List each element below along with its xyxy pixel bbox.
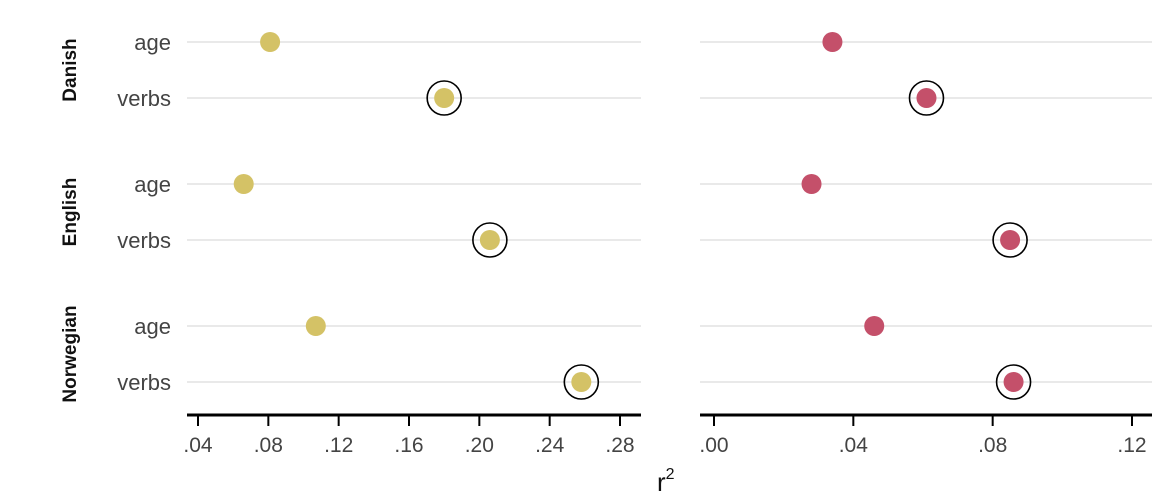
point-danish-age-panel-1: [260, 32, 281, 52]
point-norwegian-verbs-panel-2: [1003, 372, 1024, 392]
x-tick-label: .20: [465, 434, 494, 457]
x-tick-label: .04: [183, 434, 213, 457]
highlight-ring-english-verbs: [992, 222, 1028, 258]
point-norwegian-age-panel-2: [864, 316, 885, 336]
x-tick-label: .12: [324, 434, 353, 457]
data-points: [233, 32, 1032, 400]
row-label-english-verbs: verbs: [117, 228, 171, 253]
row-label-norwegian-verbs: verbs: [117, 370, 171, 395]
x-axes: .04 .08 .12 .16 .20 .24 .28 .00 .04 .08 .12: [183, 413, 1152, 457]
x-tick-label: .04: [839, 434, 869, 457]
point-english-age-panel-2: [801, 174, 822, 194]
highlight-ring-danish-verbs: [426, 80, 462, 116]
highlight-ring-english-verbs: [472, 222, 508, 258]
point-danish-age-panel-2: [822, 32, 843, 52]
highlight-ring-norwegian-verbs: [995, 364, 1032, 400]
point-norwegian-age-panel-1: [305, 316, 326, 336]
group-label-english: English: [60, 178, 81, 247]
x-tick-label: .16: [394, 434, 423, 457]
gridlines: [187, 41, 1152, 383]
point-english-age-panel-1: [233, 174, 254, 194]
highlight-ring-danish-verbs: [908, 80, 945, 116]
row-label-danish-verbs: verbs: [117, 86, 171, 111]
x-tick-label: .00: [699, 434, 728, 457]
group-label-norwegian: Norwegian: [60, 305, 81, 402]
row-label-english-age: age: [134, 172, 171, 197]
highlight-ring-norwegian-verbs: [563, 364, 600, 400]
point-english-verbs-panel-1: [479, 230, 500, 250]
x-axis-title: r2: [657, 466, 675, 497]
x-tick-label: .08: [978, 434, 1007, 457]
point-danish-verbs-panel-1: [434, 88, 455, 108]
x-tick-label: .08: [254, 434, 283, 457]
point-english-verbs-panel-2: [1000, 230, 1021, 250]
x-tick-label: .12: [1117, 434, 1146, 457]
row-label-danish-age: age: [134, 30, 171, 55]
point-norwegian-verbs-panel-1: [571, 372, 592, 392]
group-label-danish: Danish: [60, 38, 81, 101]
row-labels: Danish English Norwegian age verbs age verbs ag…: [60, 30, 171, 403]
point-danish-verbs-panel-2: [916, 88, 937, 108]
x-tick-label: .28: [605, 434, 634, 457]
row-label-norwegian-age: age: [134, 314, 171, 339]
x-tick-label: .24: [535, 434, 565, 457]
